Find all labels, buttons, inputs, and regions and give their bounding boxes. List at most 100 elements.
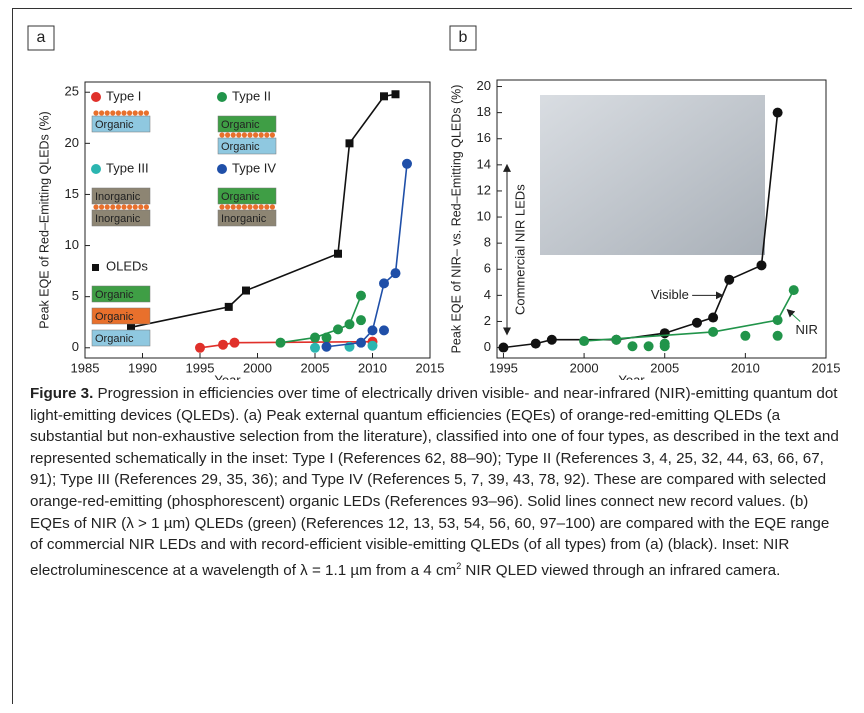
inset-dot xyxy=(247,204,253,210)
point xyxy=(691,317,702,328)
series-line xyxy=(199,340,373,349)
point xyxy=(310,342,320,353)
x-axis-label: Year xyxy=(214,372,241,380)
point xyxy=(659,341,670,352)
series-line xyxy=(326,163,408,348)
y-tick-label: 8 xyxy=(484,235,491,250)
y-tick-label: 0 xyxy=(72,339,79,354)
inset-label: Inorganic xyxy=(95,191,141,203)
inset-dot xyxy=(225,132,231,138)
point xyxy=(379,278,389,289)
x-tick-label: 2010 xyxy=(731,360,760,375)
legend-marker xyxy=(217,164,227,174)
x-tick-label: 2005 xyxy=(650,360,679,375)
point xyxy=(390,268,401,279)
series-line xyxy=(584,289,795,342)
plot-frame xyxy=(496,79,827,359)
point xyxy=(740,330,751,341)
y-tick-label: 4 xyxy=(484,287,491,302)
x-tick-label: 1985 xyxy=(71,360,100,375)
inset-layer xyxy=(217,137,277,155)
point xyxy=(356,337,366,348)
inset-dot xyxy=(138,110,144,116)
point xyxy=(224,302,233,311)
y-tick-label: 20 xyxy=(65,135,79,150)
inset-dot xyxy=(219,132,225,138)
point xyxy=(498,342,509,353)
inset-dot xyxy=(99,110,105,116)
inset-layer xyxy=(217,115,277,133)
point xyxy=(379,325,389,336)
y-tick-label: 20 xyxy=(477,78,491,93)
point xyxy=(788,285,799,296)
inset-dot xyxy=(115,110,121,116)
x-tick-label: 2005 xyxy=(301,360,330,375)
panel-label: a xyxy=(37,29,46,46)
y-tick-label: 14 xyxy=(477,156,491,171)
inset-label: Organic xyxy=(95,289,134,301)
inset-dot xyxy=(264,204,270,210)
x-tick-label: 2000 xyxy=(570,360,599,375)
inset-layer xyxy=(217,187,277,205)
inset-label: Organic xyxy=(95,311,134,323)
legend-marker xyxy=(217,92,227,102)
series-annotation: NIR xyxy=(795,322,817,337)
legend-marker xyxy=(91,92,101,102)
inset-dot xyxy=(132,204,138,210)
x-axis-label: Year xyxy=(618,372,645,380)
inset-dot xyxy=(93,110,99,116)
inset-photo xyxy=(540,95,765,255)
x-tick-label: 2015 xyxy=(416,360,445,375)
point xyxy=(367,325,378,336)
point xyxy=(627,341,638,352)
point xyxy=(380,92,388,101)
point xyxy=(530,338,541,349)
y-tick-label: 16 xyxy=(477,130,491,145)
inset-dot xyxy=(230,132,236,138)
x-tick-label: 2010 xyxy=(358,360,387,375)
point xyxy=(611,334,622,345)
y-tick-label: 0 xyxy=(484,339,491,354)
point xyxy=(708,326,719,337)
point xyxy=(772,107,783,118)
series-line xyxy=(503,112,779,349)
point xyxy=(356,315,366,326)
y-tick-label: 15 xyxy=(65,186,79,201)
point xyxy=(345,139,354,148)
inset-dot xyxy=(236,204,242,210)
x-tick-label: 2015 xyxy=(812,360,841,375)
caption-sup: 2 xyxy=(456,560,462,571)
y-axis-label: Peak EQE of NIR– vs. Red–Emitting QLEDs … xyxy=(449,85,463,354)
inset-dot xyxy=(241,132,247,138)
panel-label-box xyxy=(449,25,477,51)
y-tick-label: 12 xyxy=(477,182,491,197)
figure-frame xyxy=(12,8,852,704)
y-tick-label: 5 xyxy=(72,288,79,303)
inset-dot xyxy=(269,204,275,210)
inset-dot xyxy=(115,204,121,210)
point xyxy=(356,290,366,301)
inset-label: Inorganic xyxy=(221,213,267,225)
y-tick-label: 18 xyxy=(477,104,491,119)
point xyxy=(708,312,719,323)
panel-label-box xyxy=(27,25,55,51)
inset-dot xyxy=(104,110,110,116)
inset-dot xyxy=(230,204,236,210)
point xyxy=(310,332,320,343)
inset-dot xyxy=(93,204,99,210)
point xyxy=(367,340,378,351)
inset-label: Organic xyxy=(221,141,260,153)
inset-dot xyxy=(225,204,231,210)
point xyxy=(391,90,400,99)
inset-dot xyxy=(143,110,149,116)
point xyxy=(333,324,343,335)
caption-label: Figure 3. xyxy=(30,385,94,402)
inset-dot xyxy=(247,132,253,138)
y-tick-label: 6 xyxy=(484,261,491,276)
point xyxy=(724,274,735,285)
point xyxy=(321,341,332,352)
legend-label: Type III xyxy=(106,160,149,175)
point xyxy=(275,337,286,348)
panel-label: b xyxy=(459,29,468,46)
